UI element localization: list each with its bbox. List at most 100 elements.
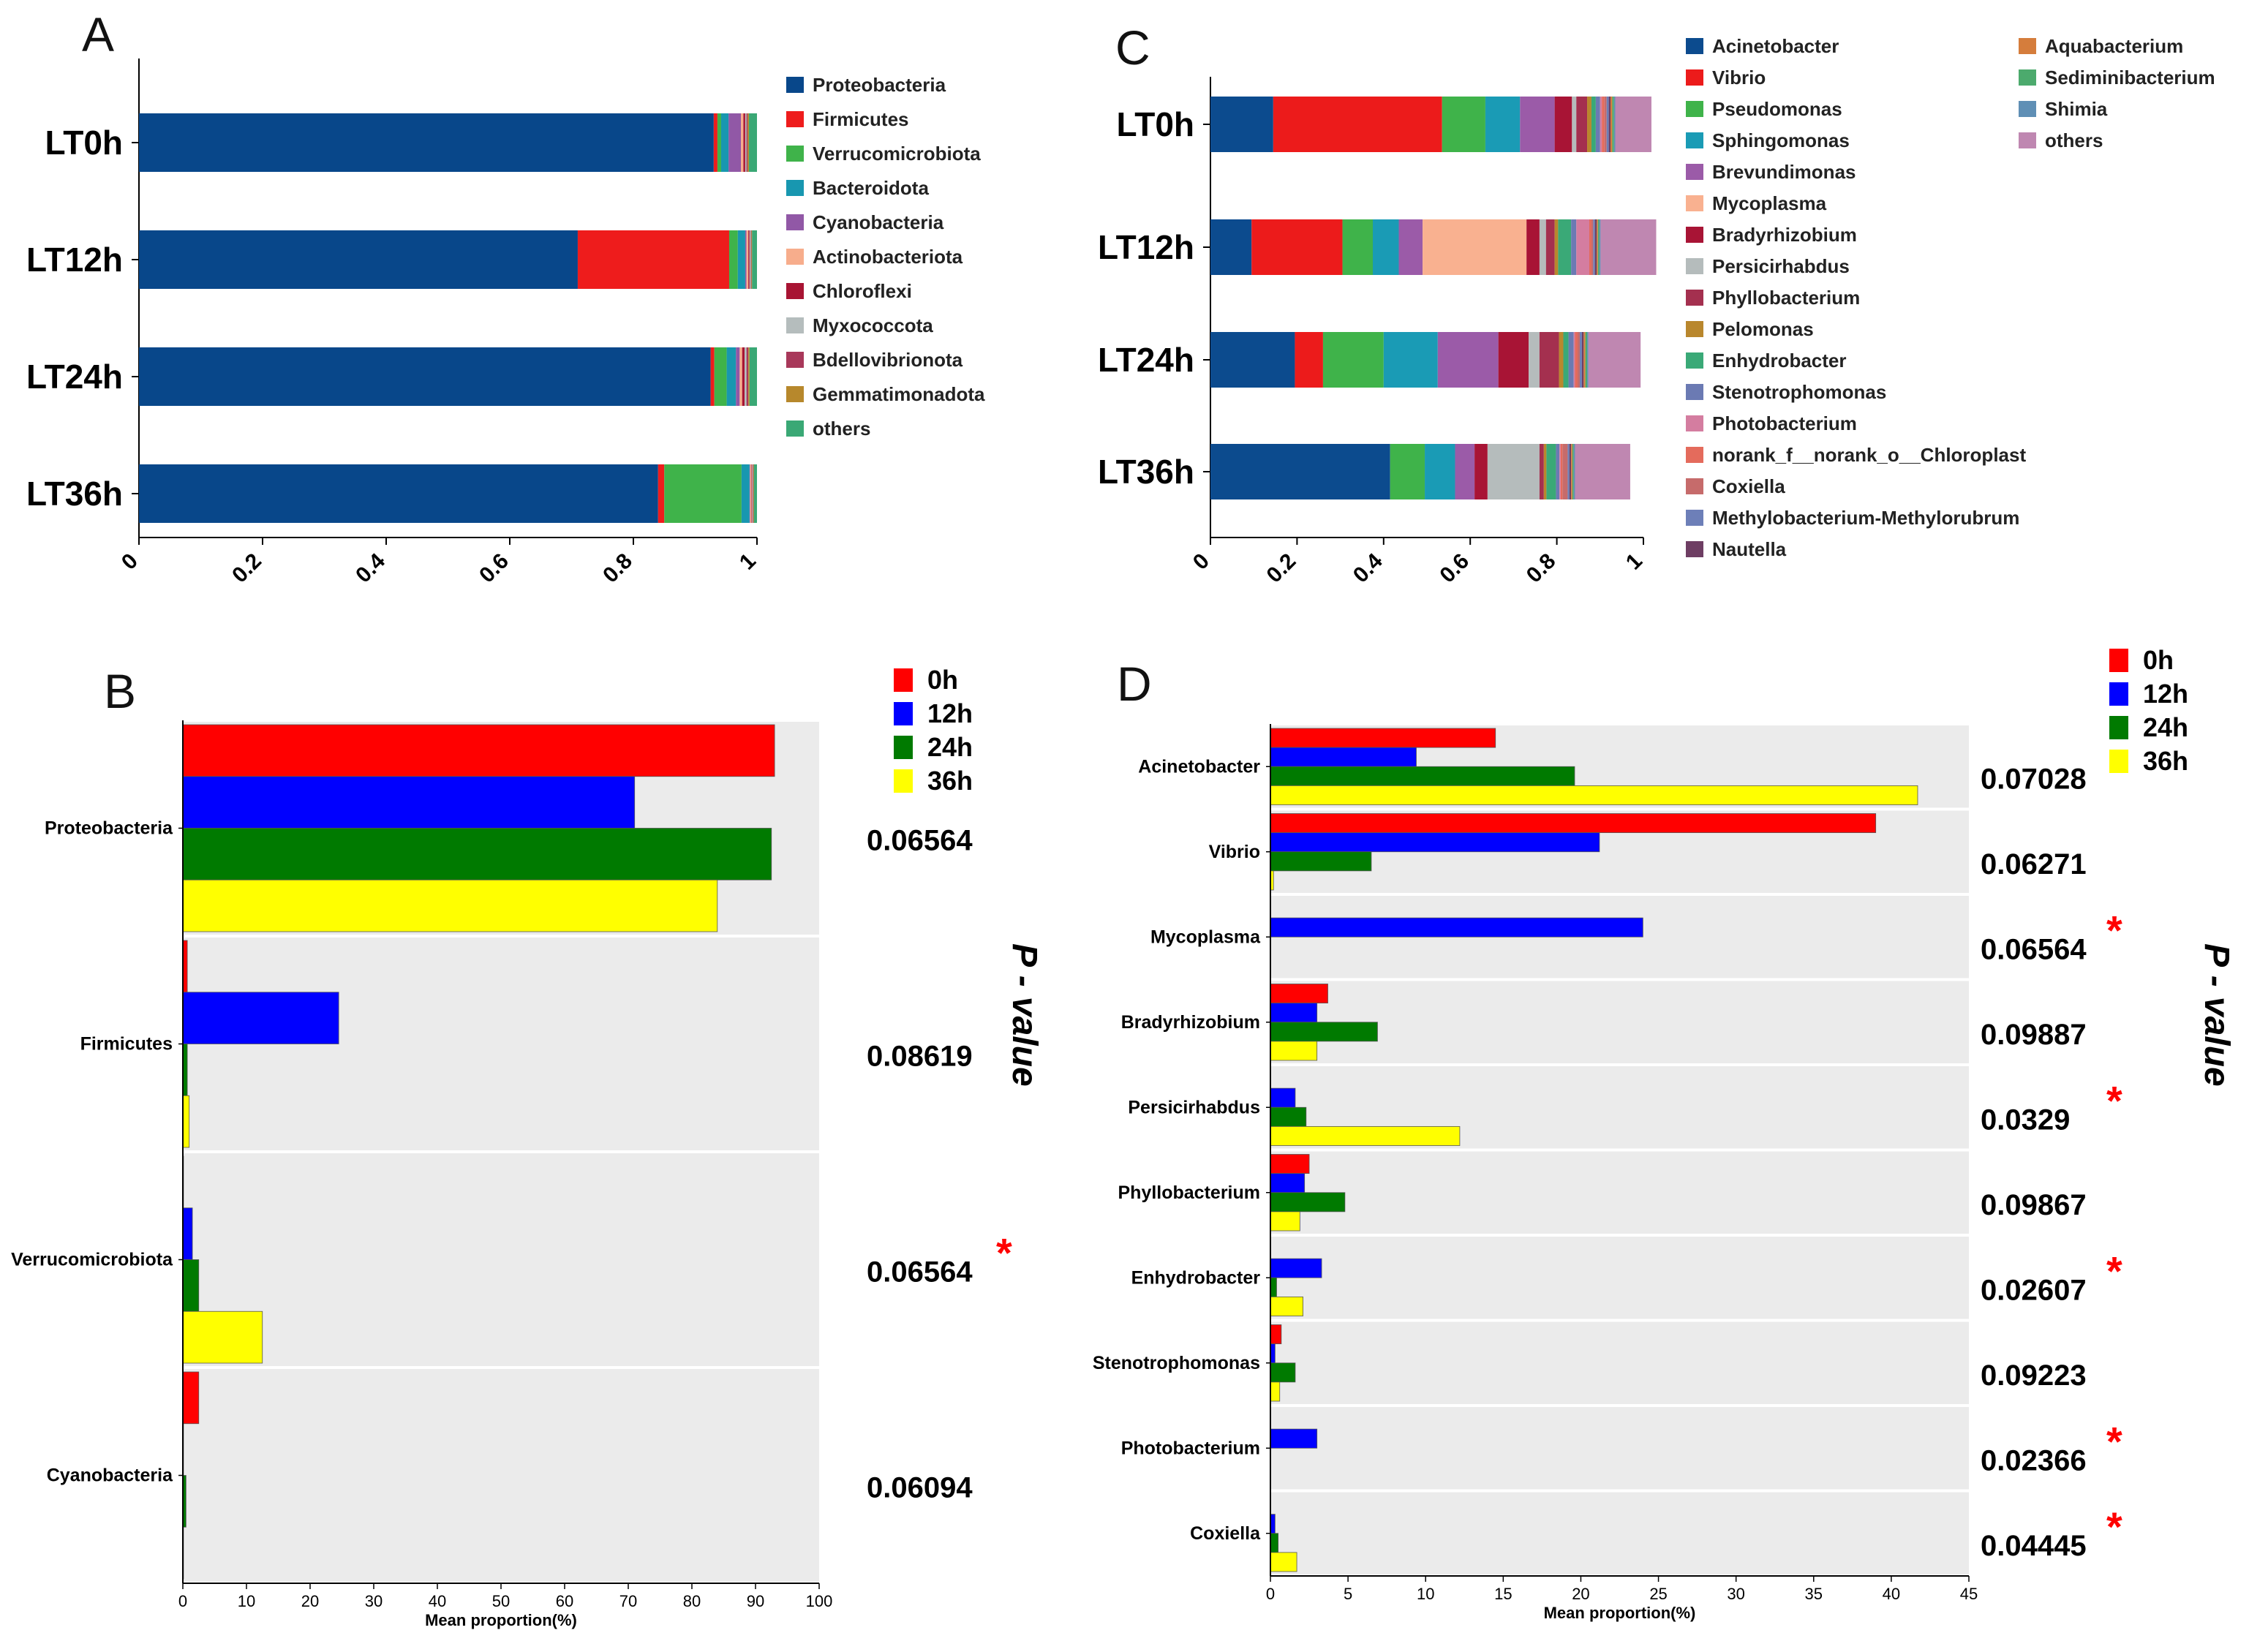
bar-segment-bacteroidota [741, 464, 750, 523]
category-label-lt24h: LT24h [26, 358, 123, 396]
x-tick-label: 0 [1188, 549, 1214, 575]
bar-segment-gemmatimonadota [751, 230, 753, 289]
legend-label-brevundimonas: Brevundimonas [1712, 161, 1856, 183]
bar-segment-pelomonas [1587, 97, 1591, 152]
bar-segment-verrucomicrobiota [728, 230, 738, 289]
bar-segment-shimia [1587, 332, 1589, 388]
legend-label-pseudomonas: Pseudomonas [1712, 98, 1842, 120]
legend-label-norank-f-norank-o-chloroplast: norank_f__norank_o__Chloroplast [1712, 444, 2026, 466]
panel-letter-a: A [82, 7, 114, 61]
x-tick-label: 0.2 [227, 549, 266, 588]
category-label-lt36h: LT36h [1098, 453, 1194, 491]
legend-label-others: others [2045, 129, 2103, 151]
legend-label-cyanobacteria: Cyanobacteria [813, 211, 944, 233]
bar-segment-stenotrophomonas [1595, 97, 1600, 152]
legend-swatch-others [2019, 132, 2036, 148]
x-tick-label: 0.8 [598, 549, 637, 588]
bar-segment-verrucomicrobiota [664, 464, 742, 523]
category-label-proteobacteria: Proteobacteria [45, 818, 173, 839]
bar-segment-shimia [1613, 97, 1616, 152]
legend-swatch-24h [2109, 716, 2128, 739]
x-tick-label: 0.4 [1349, 548, 1387, 587]
bar-phyllobacterium-24h [1270, 1192, 1346, 1212]
legend-label-chloroflexi: Chloroflexi [813, 280, 912, 302]
bar-segment-proteobacteria [139, 464, 658, 523]
bar-segment-actinobacteriota [746, 230, 749, 289]
legend-label-bdellovibrionota: Bdellovibrionota [813, 349, 963, 371]
category-label-phyllobacterium: Phyllobacterium [1118, 1183, 1261, 1203]
bar-segment-nautella [1594, 219, 1597, 275]
bar-segment-pseudomonas [1342, 219, 1373, 275]
bar-segment-myxococcota [745, 347, 747, 406]
legend-label-12h: 12h [2143, 679, 2188, 709]
x-tick-label: 1 [735, 549, 761, 575]
legend-swatch-proteobacteria [786, 77, 804, 93]
bar-segment-enhydrobacter [1558, 219, 1572, 275]
bar-enhydrobacter-36h [1270, 1296, 1303, 1316]
bar-segment-gemmatimonadota [748, 347, 750, 406]
bar-segment-acinetobacter [1210, 444, 1390, 499]
x-tick-label: 45 [1960, 1585, 1978, 1603]
bar-segment-actinobacteriota [739, 347, 742, 406]
legend-label-coxiella: Coxiella [1712, 475, 1785, 497]
legend-label-12h: 12h [927, 698, 973, 728]
bar-photobacterium-12h [1270, 1428, 1318, 1449]
bar-segment-chloroflexi [743, 113, 745, 172]
p-value-stenotrophomonas: 0.09223 [1981, 1359, 2087, 1392]
x-tick-label: 70 [619, 1592, 637, 1610]
bar-segment-persicirhabdus [1529, 332, 1540, 388]
bar-segment-norank-f-norank-o-chloroplast [1589, 219, 1591, 275]
p-value-cyanobacteria: 0.06094 [867, 1472, 973, 1504]
legend-swatch-cyanobacteria [786, 214, 804, 230]
bar-firmicutes-36h [182, 1095, 190, 1148]
bar-segment-shimia [1599, 219, 1601, 275]
bar-segment-coxiella [1578, 332, 1580, 388]
bar-cyanobacteria-0h [182, 1371, 200, 1425]
bar-segment-enhydrobacter [1563, 332, 1569, 388]
category-band-photobacterium [1270, 1407, 1969, 1490]
bar-segment-sediminibacterium [1585, 332, 1588, 388]
legend-swatch-sphingomonas [1686, 132, 1703, 148]
legend-swatch-pseudomonas [1686, 101, 1703, 117]
x-tick-label: 0 [1266, 1585, 1275, 1603]
legend-swatch-nautella [1686, 541, 1703, 557]
legend-label-24h: 24h [2143, 712, 2188, 742]
category-label-lt0h: LT0h [45, 124, 123, 162]
bar-enhydrobacter-24h [1270, 1277, 1277, 1297]
legend-label-36h: 36h [927, 766, 973, 796]
legend-swatch-acinetobacter [1686, 38, 1703, 54]
x-tick-label: 25 [1649, 1585, 1667, 1603]
x-tick-label: 1 [1621, 549, 1647, 575]
bar-segment-bdellovibrionota [746, 347, 749, 406]
bar-proteobacteria-36h [182, 879, 718, 932]
bar-segment-actinobacteriota [741, 113, 744, 172]
bar-vibrio-24h [1270, 851, 1372, 872]
significance-star-mycoplasma: * [2106, 907, 2122, 953]
legend-swatch-firmicutes [786, 111, 804, 127]
category-label-vibrio: Vibrio [1209, 842, 1260, 862]
bar-segment-acinetobacter [1210, 219, 1252, 275]
legend-label-mycoplasma: Mycoplasma [1712, 192, 1827, 214]
bar-segment-norank-f-norank-o-chloroplast [1602, 97, 1605, 152]
x-tick-label: 0.4 [351, 548, 390, 587]
category-label-photobacterium: Photobacterium [1121, 1438, 1260, 1458]
legend-label-methylobacterium-methylorubrum: Methylobacterium-Methylorubrum [1712, 507, 2019, 529]
bar-segment-phyllobacterium [1576, 97, 1588, 152]
legend-swatch-bdellovibrionota [786, 352, 804, 368]
bar-segment-others [1588, 332, 1641, 388]
bar-segment-vibrio [1273, 97, 1442, 152]
bar-segment-bradyrhizobium [1474, 444, 1488, 499]
bar-segment-methylobacterium-methylorubrum [1567, 444, 1570, 499]
x-tick-label: 90 [747, 1592, 764, 1610]
bar-segment-enhydrobacter [1546, 444, 1556, 499]
x-tick-label: 100 [806, 1592, 833, 1610]
category-label-enhydrobacter: Enhydrobacter [1131, 1267, 1261, 1288]
p-value-persicirhabdus: 0.0329 [1981, 1104, 2070, 1136]
bar-segment-phyllobacterium [1539, 444, 1544, 499]
bar-segment-aquabacterium [1611, 97, 1613, 152]
x-tick-label: 0.6 [475, 549, 513, 588]
p-value-firmicutes: 0.08619 [867, 1041, 973, 1073]
bar-segment-actinobacteriota [750, 464, 752, 523]
category-label-persicirhabdus: Persicirhabdus [1128, 1097, 1260, 1117]
